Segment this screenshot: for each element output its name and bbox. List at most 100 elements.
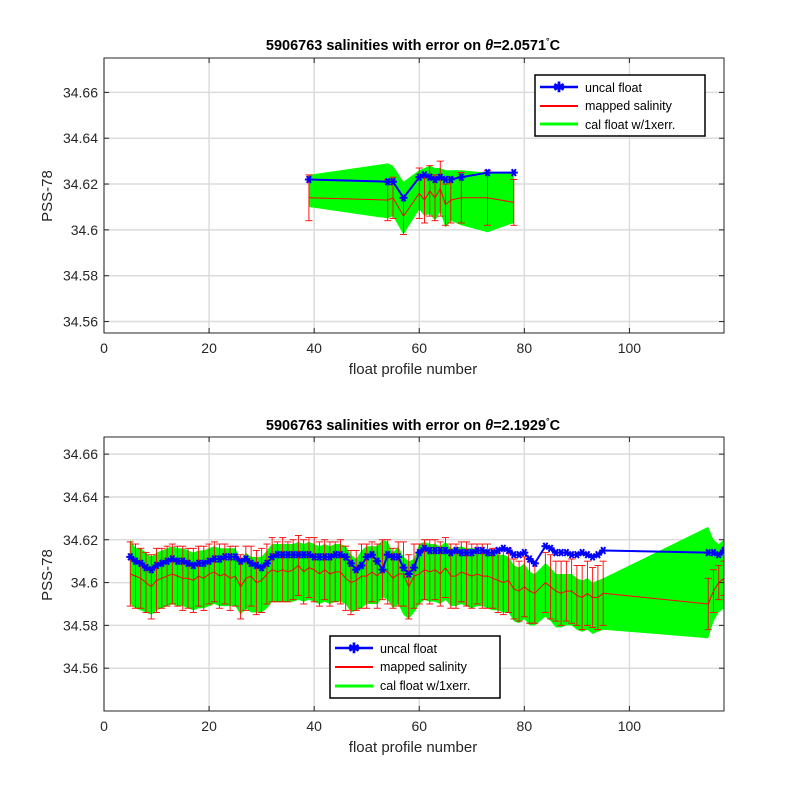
- marker-stroke: [531, 559, 538, 568]
- marker-stroke: [137, 559, 144, 568]
- uncal-float-point: [457, 173, 466, 182]
- marker-stroke: [710, 548, 717, 557]
- marker-stroke: [148, 565, 155, 574]
- uncal-float-point: [352, 565, 361, 574]
- legend-mapped-label: mapped salinity: [585, 99, 673, 113]
- legend-uncal-marker: ✱: [553, 79, 565, 95]
- marker-stroke: [390, 177, 396, 186]
- y-tick-label: 34.6: [71, 222, 98, 238]
- marker-stroke: [526, 555, 533, 563]
- marker-stroke: [348, 559, 354, 568]
- uncal-float-point: [136, 559, 145, 568]
- uncal-float-point: [483, 168, 492, 177]
- legend-uncal-label: uncal float: [585, 81, 643, 95]
- y-tick-label: 34.56: [63, 314, 98, 330]
- uncal-float-point: [525, 555, 534, 563]
- marker-stroke: [584, 550, 591, 559]
- y-tick-label: 34.66: [63, 446, 98, 462]
- legend-band-label: cal float w/1xerr.: [585, 118, 675, 132]
- y-tick-label: 34.62: [63, 176, 98, 192]
- marker-stroke: [174, 557, 181, 566]
- marker-stroke: [563, 548, 570, 557]
- uncal-float-point: [346, 559, 355, 568]
- marker-stroke: [279, 550, 286, 559]
- marker-stroke: [437, 546, 444, 555]
- uncal-float-point: [446, 175, 455, 184]
- marker-stroke: [426, 546, 433, 555]
- marker-stroke: [232, 552, 239, 561]
- uncal-float-point: [231, 552, 240, 561]
- marker-stroke: [458, 173, 465, 182]
- marker-stroke: [306, 550, 312, 559]
- x-tick-label: 0: [100, 718, 108, 734]
- uncal-float-line: [129, 544, 724, 576]
- legend: ✱ uncal float mapped salinity cal float …: [534, 74, 706, 137]
- uncal-float-point: [241, 555, 250, 563]
- x-axis-label: float profile number: [349, 361, 477, 378]
- marker-stroke: [405, 570, 412, 578]
- plot-content: [126, 526, 724, 639]
- marker-stroke: [474, 546, 480, 555]
- marker-stroke: [264, 559, 270, 568]
- marker-stroke: [463, 548, 470, 557]
- marker-stroke: [458, 548, 465, 557]
- uncal-float-point: [357, 561, 366, 570]
- legend-band-label: cal float w/1xerr.: [380, 679, 470, 693]
- marker-stroke: [353, 565, 360, 574]
- x-tick-label: 20: [201, 340, 217, 356]
- uncal-float-point: [378, 565, 387, 574]
- uncal-float-point: [399, 563, 408, 572]
- marker-stroke: [179, 557, 186, 566]
- marker-stroke: [453, 546, 459, 555]
- marker-stroke: [505, 546, 512, 555]
- marker-stroke: [395, 552, 402, 561]
- chart-title: 5906763 salinities with error on θ=2.057…: [266, 36, 561, 54]
- error-bar: [720, 560, 724, 596]
- marker-stroke: [705, 548, 712, 557]
- y-tick-label: 34.6: [71, 575, 98, 591]
- legend-uncal-label: uncal float: [380, 642, 438, 656]
- uncal-float-point: [509, 168, 518, 177]
- marker-stroke: [248, 559, 254, 568]
- marker-stroke: [426, 173, 433, 182]
- error-bar: [510, 179, 518, 226]
- marker-stroke: [558, 548, 564, 557]
- marker-stroke: [442, 175, 449, 184]
- marker-stroke: [400, 563, 407, 572]
- marker-stroke: [600, 546, 607, 555]
- x-axis-label: float profile number: [349, 739, 477, 756]
- marker-stroke: [384, 550, 391, 559]
- marker-stroke: [211, 555, 218, 563]
- x-tick-label: 40: [306, 340, 322, 356]
- uncal-float-point: [520, 548, 529, 557]
- legend: ✱ uncal float mapped salinity cal float …: [329, 635, 501, 699]
- uncal-float-point: [593, 550, 602, 559]
- marker-stroke: [295, 550, 302, 559]
- uncal-float-point: [720, 546, 724, 555]
- marker-stroke: [306, 175, 312, 184]
- uncal-float-point: [394, 552, 403, 561]
- x-tick-label: 40: [306, 718, 322, 734]
- marker-stroke: [243, 555, 249, 563]
- marker-stroke: [169, 555, 176, 563]
- marker-stroke: [390, 552, 396, 561]
- marker-stroke: [484, 548, 491, 557]
- uncal-float-point: [389, 177, 397, 186]
- marker-stroke: [542, 542, 549, 551]
- marker-stroke: [227, 552, 233, 561]
- marker-stroke: [510, 168, 517, 177]
- x-tick-label: 100: [618, 340, 642, 356]
- y-tick-label: 34.56: [63, 660, 98, 676]
- chart-bottom: 5906763 salinities with error on θ=2.192…: [39, 416, 725, 756]
- marker-stroke: [195, 559, 202, 568]
- marker-stroke: [374, 557, 381, 566]
- uncal-float-point: [304, 175, 313, 184]
- mapped-salinity-line: [308, 187, 514, 218]
- marker-stroke: [421, 170, 428, 179]
- marker-stroke: [447, 175, 454, 184]
- axes-box: [103, 436, 725, 712]
- marker-stroke: [132, 557, 139, 566]
- marker-stroke: [258, 563, 265, 572]
- uncal-float-point: [373, 557, 382, 566]
- uncal-float-point: [404, 570, 413, 578]
